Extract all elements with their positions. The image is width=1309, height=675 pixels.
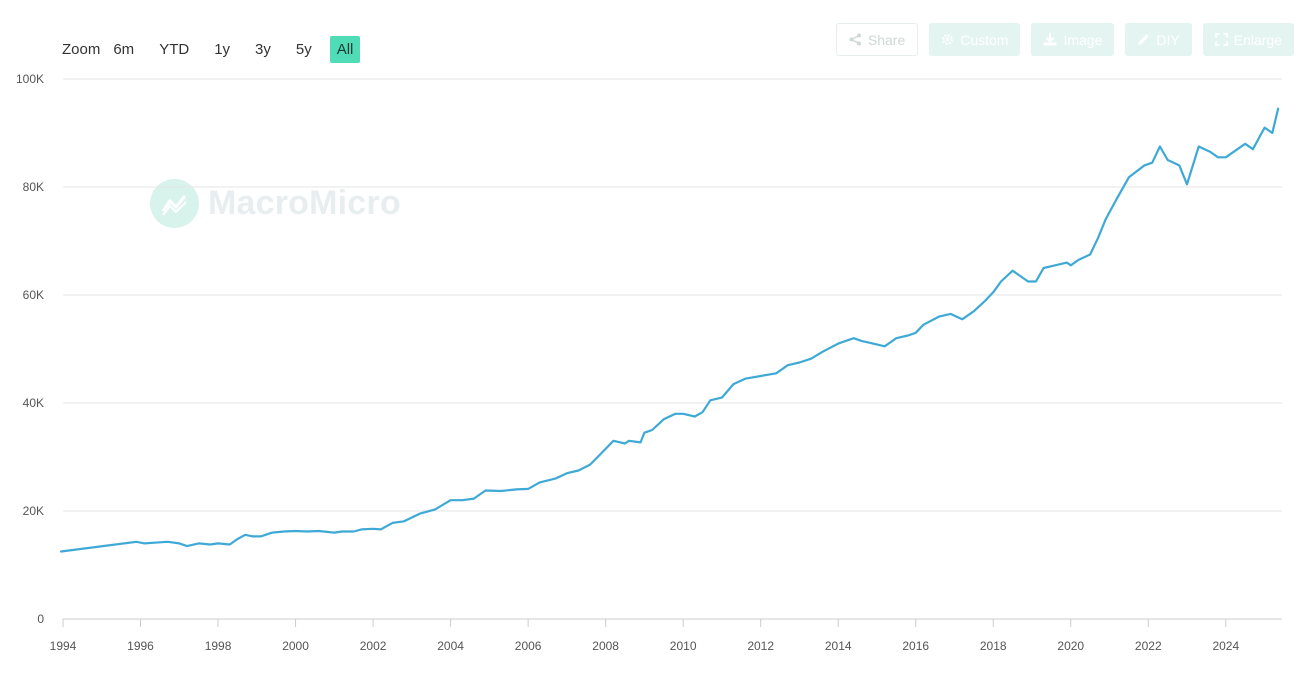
- x-tick-label: 2010: [670, 639, 697, 653]
- x-tick-label: 2012: [747, 639, 774, 653]
- y-tick-label: 60K: [23, 288, 44, 302]
- zoom-5y-button[interactable]: 5y: [295, 41, 312, 58]
- download-icon: [1043, 33, 1057, 46]
- share-label: Share: [867, 31, 906, 48]
- watermark-text: MacroMicro: [208, 184, 401, 222]
- x-tick-label: 2014: [825, 639, 852, 653]
- x-tick-label: 1998: [205, 639, 232, 653]
- diy-label: DIY: [1156, 31, 1180, 48]
- x-tick-label: 2022: [1135, 639, 1162, 653]
- x-tick-label: 1994: [50, 639, 77, 653]
- x-tick-label: 2018: [980, 639, 1007, 653]
- grid-lines: [63, 78, 1282, 512]
- x-tick-label: 2020: [1057, 639, 1084, 653]
- image-label: Image: [1063, 31, 1103, 48]
- tick-labels: 0 20K 40K 60K 80K 100K 1994 1996 1998 2000 2002 200…: [16, 72, 1239, 653]
- zoom-ytd-button[interactable]: YTD: [159, 41, 190, 58]
- y-tick-label: 100K: [16, 72, 44, 86]
- x-tick-label: 1996: [127, 639, 154, 653]
- x-tick-label: 2016: [902, 639, 929, 653]
- zoom-label: Zoom: [62, 41, 101, 58]
- y-tick-label: 80K: [23, 180, 44, 194]
- share-icon: [849, 33, 862, 46]
- x-tick-label: 2008: [592, 639, 619, 653]
- x-tick-label: 2004: [437, 639, 464, 653]
- zoom-all-button[interactable]: All: [329, 36, 361, 63]
- y-tick-label: 0: [37, 612, 44, 626]
- chart-toolbar: Share Custom Image DIY Enlarge: [835, 23, 1294, 56]
- zoom-bar: Zoom 6m YTD 1y 3y 5y All: [62, 36, 361, 63]
- enlarge-button[interactable]: Enlarge: [1202, 23, 1294, 56]
- image-download-button[interactable]: Image: [1031, 23, 1115, 56]
- x-tick-label: 2006: [515, 639, 542, 653]
- y-tick-label: 20K: [23, 504, 44, 518]
- custom-button[interactable]: Custom: [929, 23, 1021, 56]
- pencil-icon: [1137, 33, 1150, 46]
- y-tick-label: 40K: [23, 396, 44, 410]
- gear-icon: [941, 33, 954, 46]
- x-tick-label: 2000: [282, 639, 309, 653]
- zoom-6m-button[interactable]: 6m: [113, 41, 135, 58]
- diy-button[interactable]: DIY: [1125, 23, 1192, 56]
- x-tick-label: 2002: [360, 639, 387, 653]
- series-line[interactable]: [60, 107, 1280, 553]
- share-button[interactable]: Share: [835, 23, 919, 56]
- series-layer: [60, 107, 1280, 553]
- zoom-1y-button[interactable]: 1y: [214, 41, 231, 58]
- x-tick-label: 2024: [1212, 639, 1239, 653]
- zoom-3y-button[interactable]: 3y: [255, 41, 271, 58]
- axes: [62, 618, 1282, 627]
- enlarge-label: Enlarge: [1233, 31, 1282, 48]
- expand-icon: [1214, 33, 1228, 46]
- custom-label: Custom: [960, 31, 1009, 48]
